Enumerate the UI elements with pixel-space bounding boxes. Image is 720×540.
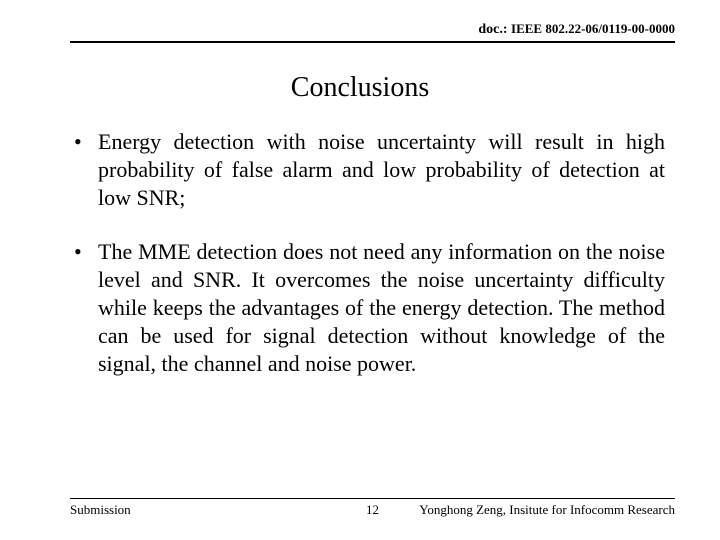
footer-left: Submission [70,502,131,518]
bullet-text: Energy detection with noise uncertainty … [98,128,665,212]
bullet-item: • The MME detection does not need any in… [70,238,665,378]
footer-author: Yonghong Zeng, Insitute for Infocomm Res… [419,502,675,518]
bullet-marker: • [70,128,98,212]
bullet-text: The MME detection does not need any info… [98,238,665,378]
bullet-item: • Energy detection with noise uncertaint… [70,128,665,212]
content-area: • Energy detection with noise uncertaint… [70,128,665,404]
doc-label: doc.: [478,22,511,37]
doc-number: IEEE 802.22-06/0119-00-0000 [511,21,675,36]
slide-title: Conclusions [0,72,720,104]
footer-bar: Submission 12 Yonghong Zeng, Insitute fo… [70,498,675,518]
bullet-marker: • [70,238,98,378]
header-bar: doc.: IEEE 802.22-06/0119-00-0000 [70,20,675,43]
